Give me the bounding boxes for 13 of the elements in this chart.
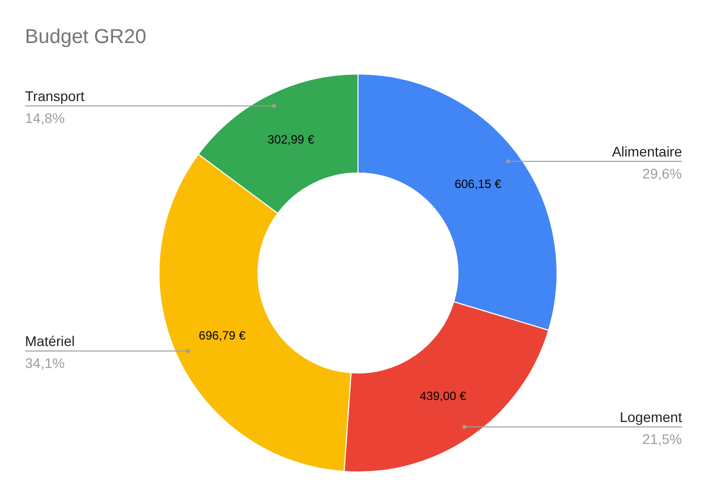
data-label: 606,15 € [454, 176, 502, 191]
data-label: 696,79 € [198, 328, 246, 342]
text: 14,8% [25, 110, 65, 126]
slice-label: Alimentaire [612, 143, 682, 160]
chart-title: Budget GR20 [25, 26, 146, 49]
data-label: 302,99 € [268, 132, 315, 146]
slice-label: Matériel [25, 333, 75, 350]
text: 21,5% [642, 430, 682, 447]
text: 29,6% [642, 165, 682, 182]
slice-label: Transport [25, 88, 84, 104]
text: 34,1% [25, 355, 65, 372]
data-label: 439,00 € [420, 388, 467, 403]
slice-label: Logement [620, 408, 682, 425]
